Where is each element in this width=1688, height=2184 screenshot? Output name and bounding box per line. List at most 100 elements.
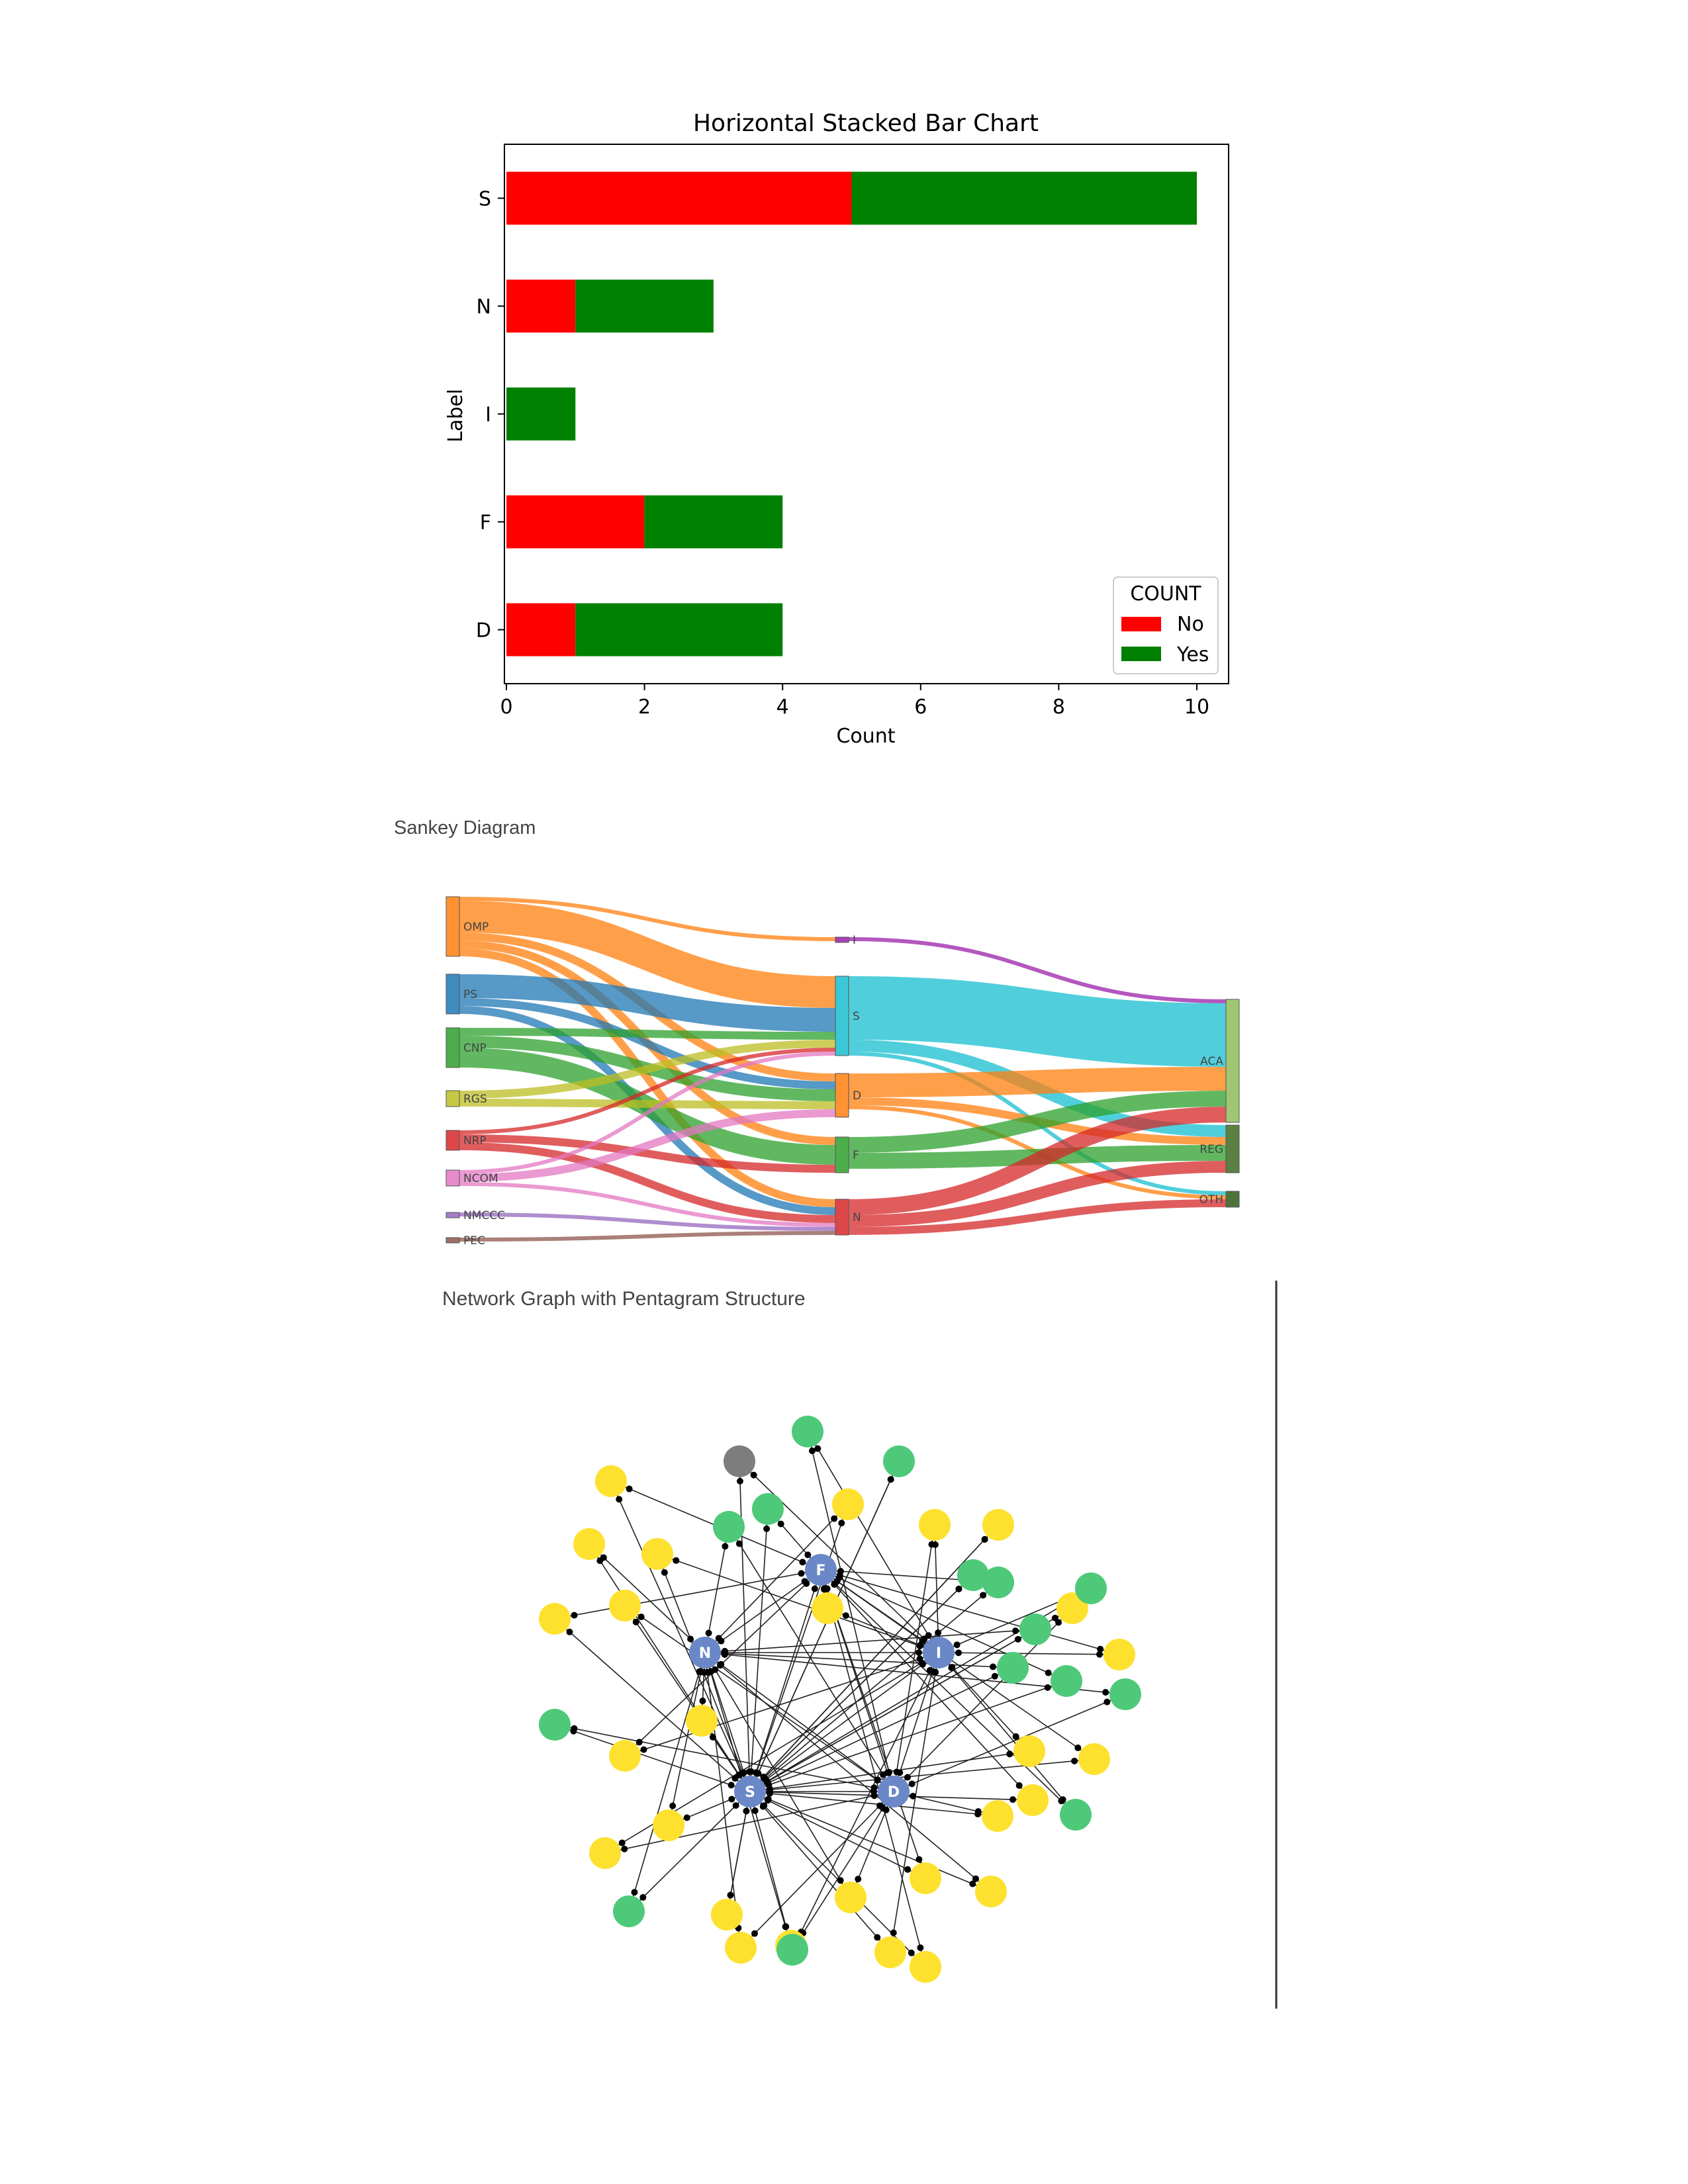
sankey-link-N-OTH[interactable] <box>848 1199 1227 1235</box>
sankey-link-NCOM-N[interactable] <box>459 1182 836 1227</box>
sankey-node-CNP[interactable] <box>445 1027 460 1068</box>
leaf-node[interactable] <box>1103 1639 1135 1670</box>
sankey-node-NMCCC[interactable] <box>445 1212 460 1218</box>
edge-arrowhead <box>835 1574 843 1582</box>
sankey-link-N-REG[interactable] <box>848 1161 1227 1227</box>
leaf-node[interactable] <box>539 1709 571 1741</box>
bar-F-no <box>506 495 645 549</box>
leaf-node[interactable] <box>910 1951 941 1983</box>
leaf-node[interactable] <box>792 1416 823 1447</box>
hub-node-N[interactable] <box>689 1637 721 1668</box>
sankey-link-S-ACA[interactable] <box>848 976 1227 1067</box>
sankey-link-OMP-S[interactable] <box>459 901 836 1008</box>
edge-arrowhead <box>1071 1757 1078 1764</box>
sankey-node-PS[interactable] <box>445 974 460 1015</box>
leaf-node[interactable] <box>539 1603 571 1635</box>
sankey-link-F-ACA[interactable] <box>848 1091 1227 1153</box>
edge-arrowhead <box>1102 1689 1109 1696</box>
sankey-node-NCOM[interactable] <box>445 1169 460 1187</box>
leaf-node[interactable] <box>776 1934 808 1966</box>
leaf-node[interactable] <box>573 1528 605 1560</box>
sankey-link-CNP-S[interactable] <box>459 1028 836 1040</box>
hub-node-I[interactable] <box>923 1637 955 1668</box>
leaf-node[interactable] <box>713 1511 745 1543</box>
sankey-node-I[interactable] <box>835 936 849 943</box>
sankey-link-NRP-S[interactable] <box>459 1048 836 1134</box>
network-edge <box>749 1791 792 1946</box>
edge-arrowhead <box>926 1666 933 1674</box>
sankey-node-PEC[interactable] <box>445 1237 460 1244</box>
sankey-node-ACA[interactable] <box>1225 999 1240 1123</box>
leaf-node[interactable] <box>609 1740 641 1772</box>
sankey-link-PS-S[interactable] <box>459 974 836 1032</box>
network-edge <box>749 1667 1013 1792</box>
leaf-node[interactable] <box>919 1509 951 1541</box>
sankey-link-PS-D[interactable] <box>459 998 836 1089</box>
leaf-node[interactable] <box>883 1445 915 1477</box>
network-edge <box>704 1652 741 1948</box>
sankey-link-D-ACA[interactable] <box>848 1067 1227 1097</box>
sankey-node-NRP[interactable] <box>445 1130 460 1151</box>
sankey-link-NRP-F[interactable] <box>459 1134 836 1173</box>
leaf-node[interactable] <box>1051 1665 1082 1697</box>
leaf-node[interactable] <box>595 1465 627 1497</box>
network-edge <box>704 1504 849 1653</box>
sankey-link-NCOM-D[interactable] <box>459 1109 836 1182</box>
hub-node-F[interactable] <box>805 1554 837 1586</box>
edge-arrowhead <box>755 1770 762 1777</box>
sankey-node-D[interactable] <box>835 1073 849 1118</box>
sankey-link-N-ACA[interactable] <box>848 1107 1227 1215</box>
hub-node-D[interactable] <box>878 1776 910 1807</box>
sankey-link-OMP-I[interactable] <box>459 897 836 941</box>
leaf-node[interactable] <box>910 1862 941 1894</box>
leaf-node[interactable] <box>832 1488 864 1520</box>
sankey-link-OMP-N[interactable] <box>459 948 836 1207</box>
sankey-node-OMP[interactable] <box>445 896 460 957</box>
sankey-link-PEC-N[interactable] <box>459 1231 836 1242</box>
sankey-node-RGS[interactable] <box>445 1090 460 1107</box>
sankey-node-S[interactable] <box>835 976 849 1056</box>
leaf-node[interactable] <box>653 1809 684 1841</box>
leaf-node[interactable] <box>957 1559 989 1591</box>
leaf-node[interactable] <box>725 1932 757 1964</box>
leaf-node[interactable] <box>1075 1572 1107 1604</box>
sankey-node-N[interactable] <box>835 1199 849 1236</box>
sankey-link-NCOM-S[interactable] <box>459 1052 836 1174</box>
leaf-node[interactable] <box>1019 1614 1051 1645</box>
sankey-link-NMCCC-N[interactable] <box>459 1212 836 1231</box>
leaf-node[interactable] <box>997 1652 1029 1684</box>
leaf-node[interactable] <box>1060 1799 1092 1831</box>
leaf-node[interactable] <box>711 1899 743 1931</box>
leaf-node[interactable] <box>1013 1735 1045 1767</box>
sankey-title: Sankey Diagram <box>394 817 536 839</box>
leaf-node[interactable] <box>589 1837 621 1869</box>
edge-arrowhead <box>571 1612 578 1619</box>
sankey-link-RGS-S[interactable] <box>459 1040 836 1099</box>
leaf-node[interactable] <box>982 1509 1014 1541</box>
leaf-node[interactable] <box>982 1567 1014 1598</box>
leaf-node[interactable] <box>835 1882 867 1913</box>
leaf-node[interactable] <box>613 1895 645 1927</box>
sankey-node-REG[interactable] <box>1225 1124 1240 1173</box>
leaf-node[interactable] <box>724 1445 755 1477</box>
leaf-node[interactable] <box>1109 1678 1141 1710</box>
hub-node-S[interactable] <box>734 1776 766 1807</box>
sankey-node-OTH[interactable] <box>1225 1191 1240 1208</box>
leaf-node[interactable] <box>752 1493 784 1525</box>
sankey-node-F[interactable] <box>835 1136 849 1173</box>
x-tick-label: 8 <box>1053 696 1065 719</box>
sankey-link-RGS-D[interactable] <box>459 1099 836 1109</box>
leaf-node[interactable] <box>982 1800 1013 1832</box>
sankey-link-NRP-N[interactable] <box>459 1142 836 1223</box>
leaf-node[interactable] <box>641 1538 673 1570</box>
leaf-node[interactable] <box>1056 1592 1088 1624</box>
leaf-node[interactable] <box>609 1590 641 1621</box>
leaf-node[interactable] <box>975 1876 1007 1907</box>
legend-swatch-no <box>1121 617 1161 631</box>
sankey-link-I-ACA[interactable] <box>848 937 1227 1003</box>
leaf-node[interactable] <box>686 1705 718 1737</box>
leaf-node[interactable] <box>874 1936 906 1968</box>
leaf-node[interactable] <box>1078 1743 1110 1775</box>
leaf-node[interactable] <box>812 1592 843 1624</box>
leaf-node[interactable] <box>1017 1784 1049 1816</box>
